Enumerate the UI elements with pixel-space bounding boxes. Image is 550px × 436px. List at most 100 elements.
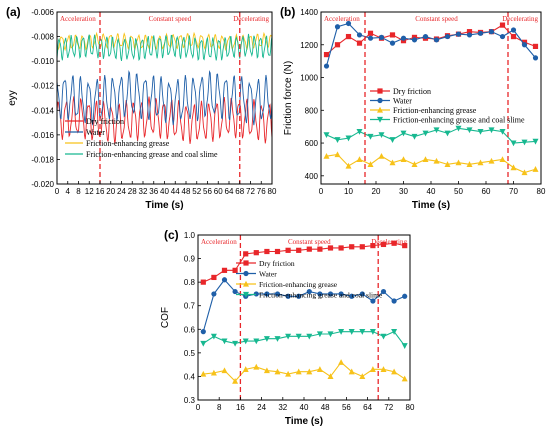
data-point bbox=[466, 29, 473, 35]
data-point bbox=[317, 246, 323, 252]
data-point bbox=[348, 329, 355, 335]
x-tick-label: 76 bbox=[257, 187, 266, 196]
data-point bbox=[285, 333, 292, 340]
data-point bbox=[402, 243, 408, 249]
x-tick-label: 32 bbox=[139, 187, 148, 196]
legend-marker bbox=[377, 106, 383, 113]
phase-label: Constant speed bbox=[415, 15, 458, 23]
data-point bbox=[316, 366, 323, 372]
data-point bbox=[401, 343, 408, 349]
series-line-1 bbox=[326, 24, 536, 56]
data-point bbox=[359, 329, 366, 335]
x-tick-label: 48 bbox=[182, 187, 191, 196]
x-axis-label: Time (s) bbox=[412, 200, 450, 211]
x-tick-label: 72 bbox=[384, 403, 393, 412]
data-point bbox=[532, 166, 539, 172]
data-point bbox=[466, 127, 473, 134]
data-point bbox=[323, 132, 330, 139]
data-point bbox=[306, 288, 312, 295]
y-tick-label: 0.8 bbox=[184, 278, 196, 287]
phase-label: Decelerating bbox=[371, 238, 407, 246]
data-point bbox=[433, 157, 440, 164]
x-tick-label: 8 bbox=[76, 187, 81, 196]
data-point bbox=[264, 248, 270, 255]
y-tick-label: 1.0 bbox=[184, 231, 196, 240]
data-point bbox=[367, 133, 374, 140]
chart-panel-2: (b) Acceleration Constant speed Deceleratin… bbox=[280, 5, 546, 211]
data-point bbox=[221, 338, 228, 345]
phase-label: Constant speed bbox=[288, 238, 331, 246]
data-point bbox=[356, 128, 363, 135]
data-point bbox=[389, 40, 396, 46]
data-point bbox=[391, 368, 398, 375]
series-line-4 bbox=[57, 33, 272, 62]
data-point bbox=[338, 291, 344, 297]
data-point bbox=[200, 329, 206, 335]
x-tick-label: 68 bbox=[235, 187, 244, 196]
series-line-3 bbox=[326, 153, 536, 174]
legend-entry: Friction-enhancing grease and coal slime bbox=[86, 150, 218, 159]
data-point bbox=[488, 157, 495, 164]
data-point bbox=[327, 291, 334, 297]
x-tick-label: 16 bbox=[236, 403, 245, 412]
phase-label: Constant speed bbox=[149, 15, 192, 23]
data-point bbox=[349, 244, 355, 250]
y-tick-label: -0.020 bbox=[31, 180, 54, 189]
series-line-4 bbox=[202, 330, 406, 347]
y-tick-label: -0.016 bbox=[31, 131, 54, 140]
data-point bbox=[356, 32, 363, 38]
legend-marker bbox=[243, 291, 249, 298]
data-point bbox=[411, 133, 418, 140]
data-point bbox=[274, 336, 281, 342]
chart-panel-3: (c) Acceleration Constant speed Deceleratin… bbox=[160, 228, 415, 427]
data-point bbox=[380, 288, 387, 295]
series-line-2 bbox=[57, 70, 272, 126]
legend-marker bbox=[377, 116, 383, 123]
data-point bbox=[356, 40, 363, 46]
data-point bbox=[316, 331, 323, 338]
data-point bbox=[510, 33, 517, 40]
x-axis-label: Time (s) bbox=[285, 416, 323, 427]
data-point bbox=[532, 138, 539, 145]
x-tick-label: 0 bbox=[55, 187, 60, 196]
x-tick-label: 40 bbox=[427, 187, 436, 196]
data-point bbox=[253, 363, 260, 370]
x-tick-label: 36 bbox=[149, 187, 158, 196]
data-point bbox=[359, 291, 365, 297]
data-point bbox=[345, 33, 352, 40]
data-point bbox=[327, 373, 334, 380]
x-tick-label: 72 bbox=[246, 187, 255, 196]
data-point bbox=[210, 333, 217, 340]
legend-entry: Friction-enhancing grease bbox=[259, 280, 338, 289]
data-point bbox=[499, 156, 506, 163]
series-line-1 bbox=[203, 242, 405, 283]
x-tick-label: 30 bbox=[399, 187, 408, 196]
data-point bbox=[253, 338, 260, 345]
data-point bbox=[338, 359, 345, 365]
data-point bbox=[422, 156, 429, 163]
data-point bbox=[499, 128, 506, 135]
data-point bbox=[211, 274, 217, 281]
data-point bbox=[499, 22, 506, 28]
x-tick-label: 56 bbox=[342, 403, 351, 412]
data-point bbox=[296, 247, 302, 253]
data-point bbox=[345, 162, 352, 169]
data-point bbox=[285, 247, 291, 253]
legend-marker bbox=[377, 97, 383, 104]
y-tick-label: 0.4 bbox=[184, 372, 196, 381]
data-point bbox=[444, 33, 451, 40]
chart-panel-1: (a) Acceleration Constant speed Deceleratin… bbox=[6, 5, 277, 211]
y-tick-label: -0.018 bbox=[31, 155, 54, 164]
y-tick-label: 1400 bbox=[300, 8, 318, 17]
y-tick-label: 600 bbox=[305, 139, 319, 148]
data-point bbox=[433, 127, 440, 134]
x-tick-label: 50 bbox=[454, 187, 463, 196]
x-tick-label: 0 bbox=[196, 403, 201, 412]
data-point bbox=[285, 293, 291, 299]
data-point bbox=[400, 130, 407, 137]
data-point bbox=[200, 340, 207, 347]
x-tick-label: 60 bbox=[214, 187, 223, 196]
series-line-1 bbox=[57, 96, 272, 145]
x-tick-label: 56 bbox=[203, 187, 212, 196]
